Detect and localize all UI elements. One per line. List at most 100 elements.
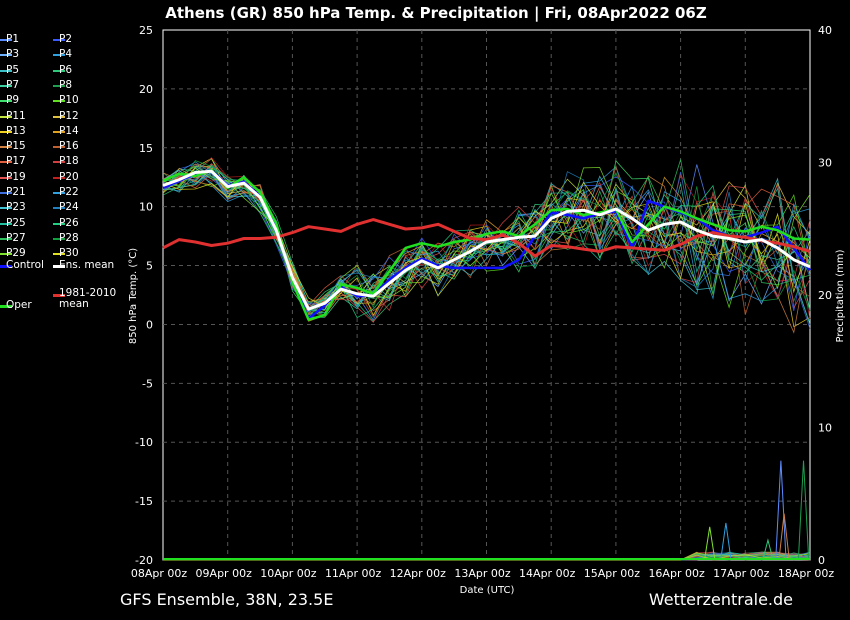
y-right-tick-label: 30 — [818, 157, 832, 170]
legend-label: P2 — [59, 33, 73, 45]
legend-swatch — [53, 84, 65, 87]
y-tick-label: 0 — [146, 318, 153, 331]
legend-label: P11 — [6, 109, 26, 122]
legend-swatch — [0, 305, 12, 308]
legend-label: P14 — [59, 124, 79, 137]
y-tick-label: 25 — [139, 24, 153, 37]
precip-spike — [797, 460, 810, 561]
legend-swatch — [0, 54, 12, 57]
y-tick-label: -10 — [135, 436, 153, 449]
legend-label: P13 — [6, 124, 26, 137]
legend-swatch — [0, 115, 12, 118]
legend-label: P18 — [59, 155, 79, 168]
legend-swatch — [53, 39, 65, 41]
x-tick-label: 14Apr 00z — [519, 567, 576, 580]
legend-label: P9 — [6, 94, 20, 107]
x-tick-label: 15Apr 00z — [584, 567, 641, 580]
series-line-oper — [162, 168, 811, 321]
legend-label: P1 — [6, 33, 20, 45]
legend-swatch — [0, 253, 12, 256]
legend-label: P8 — [59, 78, 73, 91]
y-right-tick-label: 40 — [818, 24, 832, 37]
legend-swatch — [0, 84, 12, 87]
legend-label: P24 — [59, 201, 79, 214]
y-right-tick-label: 10 — [818, 422, 832, 435]
y-tick-label: 10 — [139, 201, 153, 214]
legend-swatch — [53, 265, 65, 268]
legend-label: P27 — [6, 231, 26, 244]
legend-swatch — [53, 146, 65, 149]
legend-label: P28 — [59, 231, 79, 244]
legend-label: P22 — [59, 186, 79, 198]
legend-swatch — [0, 192, 12, 194]
legend-swatch — [53, 176, 65, 179]
legend-label: P12 — [59, 109, 79, 122]
legend-swatch — [53, 100, 65, 103]
legend-label: Control — [6, 259, 44, 271]
precip-spike — [775, 460, 787, 561]
legend-swatch — [0, 130, 12, 133]
legend-label: P21 — [6, 186, 26, 198]
legend-swatch — [0, 100, 12, 103]
footer-model-info: GFS Ensemble, 38N, 23.5E — [120, 590, 333, 609]
y-tick-label: -5 — [142, 377, 153, 390]
legend-swatch — [0, 69, 12, 72]
legend-label: P23 — [6, 201, 26, 214]
legend-swatch — [0, 161, 12, 164]
legend-swatch — [53, 207, 65, 210]
legend-label: P4 — [59, 48, 73, 61]
legend-swatch — [53, 130, 65, 133]
x-tick-label: 11Apr 00z — [325, 567, 382, 580]
legend-label: P29 — [6, 247, 26, 260]
legend-label: P15 — [6, 140, 26, 153]
legend-label: P6 — [59, 63, 73, 76]
legend-label: P19 — [6, 170, 26, 183]
x-axis-label: Date (UTC) — [460, 585, 515, 596]
legend-label: P25 — [6, 216, 26, 229]
legend-label: P7 — [6, 78, 20, 91]
y-right-tick-label: 0 — [818, 554, 825, 567]
legend-swatch — [53, 294, 65, 297]
precip-spike — [762, 538, 774, 561]
legend-swatch — [0, 265, 12, 268]
y-tick-label: 5 — [146, 260, 153, 273]
legend-label: Oper — [6, 299, 32, 311]
x-tick-label: 18Apr 00z — [778, 567, 835, 580]
x-tick-label: 10Apr 00z — [260, 567, 317, 580]
chart-title: Athens (GR) 850 hPa Temp. & Precipitatio… — [165, 4, 707, 23]
footer-source: Wetterzentrale.de — [649, 590, 793, 609]
legend-swatch — [0, 237, 12, 240]
x-tick-label: 13Apr 00z — [454, 567, 511, 580]
legend-swatch — [0, 146, 12, 149]
legend-label: P5 — [6, 63, 20, 76]
legend-swatch — [0, 39, 12, 41]
legend-label: P3 — [6, 48, 20, 61]
member-line-p10 — [162, 178, 811, 315]
y-axis-label-left: 850 hPa Temp. (°C) — [128, 248, 139, 344]
legend-swatch — [53, 161, 65, 164]
y-tick-label: 20 — [139, 83, 153, 96]
legend-label: 1981-2010 mean — [59, 287, 117, 310]
legend-label: P26 — [59, 216, 79, 229]
legend-swatch — [53, 54, 65, 57]
precip-spike — [778, 513, 790, 561]
legend-swatch — [0, 207, 12, 210]
precip-spike — [704, 526, 716, 561]
legend-swatch — [0, 222, 12, 225]
legend-label: Ens. mean — [59, 259, 115, 271]
series-line-ens-mean — [162, 169, 811, 311]
x-tick-label: 09Apr 00z — [196, 567, 253, 580]
precip-spike — [720, 522, 732, 561]
legend-swatch — [53, 69, 65, 72]
plot-area: 25 20 15 10 5 0 -5 -10 -15 -20 40 30 20 10 0 08Apr 00z 0… — [131, 24, 835, 580]
y-right-tick-label: 20 — [818, 289, 832, 302]
x-tick-label: 08Apr 00z — [131, 567, 188, 580]
legend-swatch — [53, 115, 65, 118]
series-line-1981-2010-mean — [162, 218, 811, 258]
legend-swatch — [53, 253, 65, 256]
legend-label: P10 — [59, 94, 79, 107]
legend-swatch — [53, 237, 65, 240]
y-tick-label: -20 — [135, 554, 153, 567]
legend-label: P17 — [6, 155, 26, 168]
legend-swatch — [53, 192, 65, 194]
